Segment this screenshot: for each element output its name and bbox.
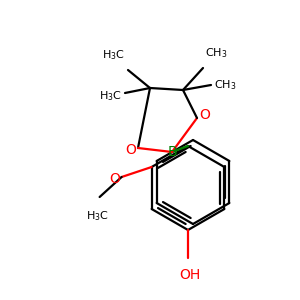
Text: CH$_3$: CH$_3$ [205,46,227,60]
Text: O: O [109,172,120,186]
Text: H$_3$C: H$_3$C [99,89,122,103]
Text: OH: OH [179,268,201,282]
Text: O: O [199,108,210,122]
Text: O: O [125,143,136,157]
Text: CH$_3$: CH$_3$ [214,78,236,92]
Text: H$_3$C: H$_3$C [86,209,109,223]
Text: H$_3$C: H$_3$C [102,48,125,62]
Text: B: B [167,145,177,159]
